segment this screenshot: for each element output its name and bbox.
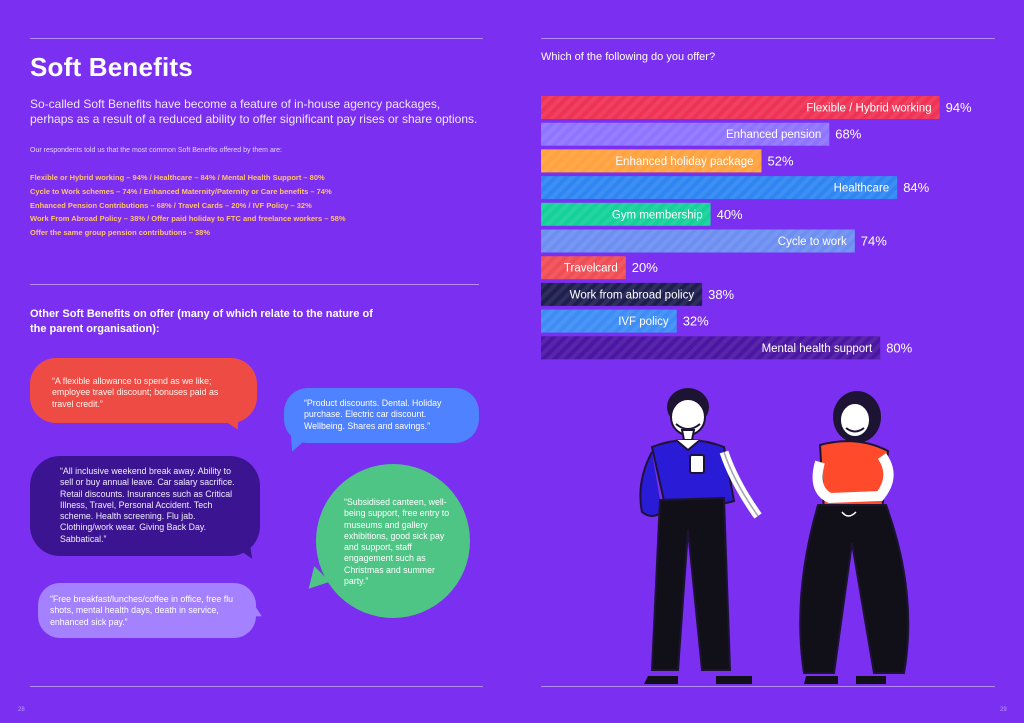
people-illustration — [639, 388, 910, 684]
bar — [541, 336, 881, 360]
bar-category-label: Cycle to work — [778, 236, 847, 248]
bar-texture — [541, 176, 898, 200]
stats-line: Cycle to Work schemes – 74% / Enhanced M… — [30, 186, 332, 196]
bar-texture — [541, 229, 855, 253]
bar-value-label: 74% — [861, 234, 887, 249]
respondents-note: Our respondents told us that the most co… — [30, 147, 283, 154]
bar-value-label: 38% — [708, 287, 734, 302]
bar — [541, 309, 677, 333]
quote-text: “A flexible allowance to spend as we lik… — [52, 376, 219, 409]
bar-value-label: 84% — [903, 180, 929, 195]
bar-value-label: 52% — [768, 153, 794, 168]
quote-bubble-free-breakfast: “Free breakfast/lunches/coffee in office… — [38, 583, 256, 638]
bar-texture — [541, 96, 940, 119]
bar-value-label: 40% — [717, 207, 743, 222]
quote-text: “Subsidised canteen, well-being support,… — [344, 497, 450, 587]
top-rule-right — [541, 38, 995, 39]
stats-list: Flexible or Hybrid working – 94% / Healt… — [30, 171, 346, 240]
intro-paragraph: So-called Soft Benefits have become a fe… — [30, 97, 478, 126]
quote-bubble-weekend-break: “All inclusive weekend break away. Abili… — [30, 456, 260, 556]
top-rule-left — [30, 38, 483, 39]
stats-line: Offer the same group pension contributio… — [30, 228, 211, 238]
page-number-left: 28 — [18, 707, 25, 713]
bar-category-label: Flexible / Hybrid working — [806, 103, 931, 115]
bar — [541, 229, 855, 253]
stats-line: Flexible or Hybrid working – 94% / Healt… — [30, 173, 325, 182]
bottom-rule-right — [541, 686, 995, 687]
bar — [541, 176, 898, 200]
stats-line: Enhanced Pension Contributions – 68% / T… — [30, 200, 312, 210]
bar-value-label: 80% — [886, 340, 912, 355]
bar-category-label: Mental health support — [762, 343, 873, 355]
bar — [541, 122, 830, 146]
bar-category-label: Enhanced pension — [726, 129, 821, 141]
man-illustration — [639, 388, 762, 684]
woman-illustration — [799, 391, 910, 684]
quote-text: “Product discounts. Dental. Holiday purc… — [304, 398, 442, 431]
other-benefits-heading: Other Soft Benefits on offer (many of wh… — [30, 308, 373, 335]
bar — [541, 282, 703, 306]
stats-line: Work From Abroad Policy – 38% / Offer pa… — [30, 214, 346, 224]
bar-category-label: Gym membership — [612, 209, 703, 221]
bar-texture — [541, 282, 703, 306]
bar-texture — [541, 336, 881, 360]
quote-bubble-flexible-allowance: “A flexible allowance to spend as we lik… — [30, 358, 257, 423]
bar-value-label: 32% — [683, 314, 709, 329]
bar — [541, 202, 711, 226]
chart-title: Which of the following do you offer? — [541, 51, 716, 63]
middle-rule-left — [30, 284, 479, 285]
bar-category-label: IVF policy — [618, 316, 669, 328]
bar-texture — [541, 309, 677, 333]
bar-texture — [541, 256, 626, 280]
bar — [541, 256, 626, 280]
bar-category-label: Work from abroad policy — [570, 289, 695, 301]
page-title: Soft Benefits — [30, 52, 193, 82]
bar — [541, 96, 940, 119]
bar-category-label: Healthcare — [834, 183, 890, 195]
bar-texture — [541, 122, 830, 146]
quote-bubble-subsidised-canteen: “Subsidised canteen, well-being support,… — [316, 464, 470, 618]
bar-category-label: Enhanced holiday package — [615, 156, 753, 168]
bar-category-label: Travelcard — [564, 263, 618, 275]
page-number-right: 29 — [1000, 707, 1007, 713]
quote-text: “Free breakfast/lunches/coffee in office… — [50, 594, 234, 627]
bar — [541, 149, 762, 173]
bar-value-label: 68% — [835, 127, 861, 142]
quote-text: “All inclusive weekend break away. Abili… — [60, 466, 235, 544]
bar-value-label: 20% — [632, 260, 658, 275]
bar-texture — [541, 149, 762, 173]
quote-bubble-product-discounts: “Product discounts. Dental. Holiday purc… — [284, 388, 479, 443]
bar-value-label: 94% — [946, 100, 972, 115]
bottom-rule-left — [30, 686, 483, 687]
bar-texture — [541, 202, 711, 226]
